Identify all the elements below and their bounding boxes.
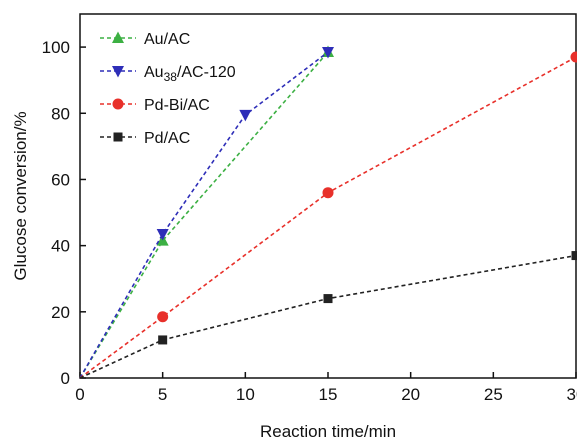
- legend-label: Pd-Bi/AC: [144, 97, 210, 114]
- data-point: [323, 294, 333, 304]
- data-point: [570, 51, 577, 63]
- series-1: [79, 47, 334, 379]
- data-point: [571, 251, 577, 261]
- data-point: [158, 335, 168, 345]
- y-tick-label: 80: [51, 104, 70, 123]
- series-layer: [79, 45, 577, 379]
- y-tick-label: 40: [51, 237, 70, 256]
- series-line: [79, 254, 577, 379]
- y-tick-label: 0: [61, 369, 70, 388]
- legend-marker: [112, 98, 124, 110]
- x-tick-label: 30: [567, 385, 577, 404]
- x-axis-title: Reaction time/min: [260, 422, 396, 441]
- x-tick-label: 0: [75, 385, 84, 404]
- y-tick-label: 20: [51, 303, 70, 322]
- legend-marker: [112, 31, 124, 43]
- y-tick-label: 60: [51, 170, 70, 189]
- data-point: [156, 229, 169, 241]
- data-point: [322, 187, 334, 199]
- series-3: [79, 251, 577, 379]
- x-tick-label: 10: [236, 385, 255, 404]
- series-line: [79, 51, 329, 379]
- data-point: [322, 47, 334, 59]
- data-point: [157, 311, 169, 323]
- legend: Au/AC Au38/AC-120 Pd-Bi/AC Pd/AC: [100, 31, 236, 147]
- legend-label: Au/AC: [144, 31, 190, 48]
- legend-marker: [112, 66, 124, 78]
- x-tick-label: 20: [401, 385, 420, 404]
- y-tick-label: 100: [42, 38, 70, 57]
- legend-entry: Au38/AC-120: [100, 64, 236, 84]
- legend-entry: Au/AC: [100, 31, 190, 48]
- series-2: [79, 51, 577, 379]
- legend-entry: Pd-Bi/AC: [100, 97, 210, 114]
- legend-label: Au38/AC-120: [144, 64, 236, 84]
- legend-label: Pd/AC: [144, 130, 190, 147]
- axis-ticks: 0 5 10 15 20 25 30 0 20 40 60 80 100: [42, 38, 577, 404]
- y-axis-title: Glucose conversion/%: [11, 111, 30, 280]
- x-tick-label: 5: [158, 385, 167, 404]
- legend-marker: [113, 132, 123, 142]
- series-line: [79, 56, 577, 379]
- x-tick-label: 25: [484, 385, 503, 404]
- x-tick-label: 15: [319, 385, 338, 404]
- data-point: [239, 109, 252, 122]
- legend-entry: Pd/AC: [100, 130, 190, 147]
